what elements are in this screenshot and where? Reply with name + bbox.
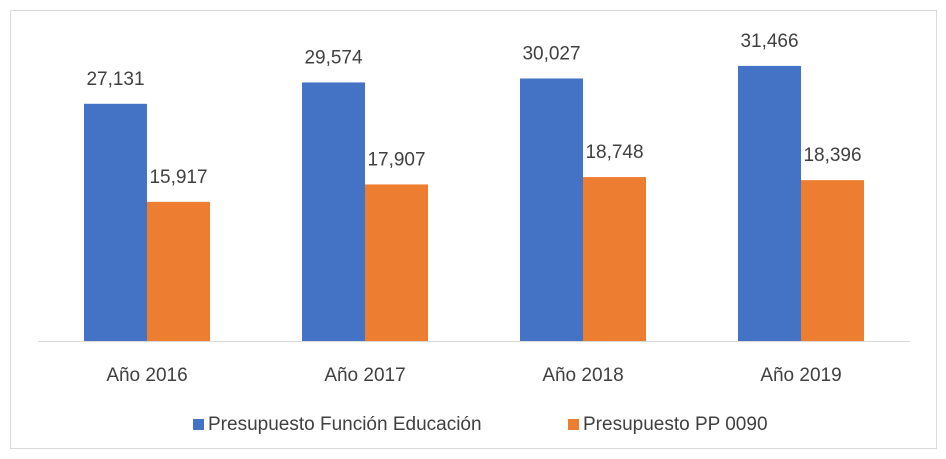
bar	[583, 177, 646, 341]
legend-swatch	[193, 419, 204, 430]
data-label: 17,907	[367, 149, 425, 170]
bar	[302, 82, 365, 341]
legend-label: Presupuesto PP 0090	[583, 414, 768, 435]
data-label: 31,466	[740, 31, 798, 52]
legend-label: Presupuesto Función Educación	[208, 414, 482, 435]
data-label: 18,396	[803, 145, 861, 166]
data-label: 30,027	[522, 43, 580, 64]
x-tick-label: Año 2018	[542, 365, 623, 386]
bar	[520, 78, 583, 342]
bar	[801, 180, 864, 341]
data-label: 18,748	[585, 142, 643, 163]
bar	[365, 184, 428, 341]
data-label: 15,917	[149, 167, 207, 188]
bar	[84, 103, 147, 341]
x-tick-label: Año 2017	[324, 365, 405, 386]
bar	[147, 201, 210, 341]
legend-swatch	[568, 419, 579, 430]
x-tick-label: Año 2016	[106, 365, 187, 386]
bar	[738, 65, 801, 342]
x-tick-label: Año 2019	[760, 365, 841, 386]
data-label: 27,131	[86, 69, 144, 90]
data-label: 29,574	[304, 47, 363, 68]
